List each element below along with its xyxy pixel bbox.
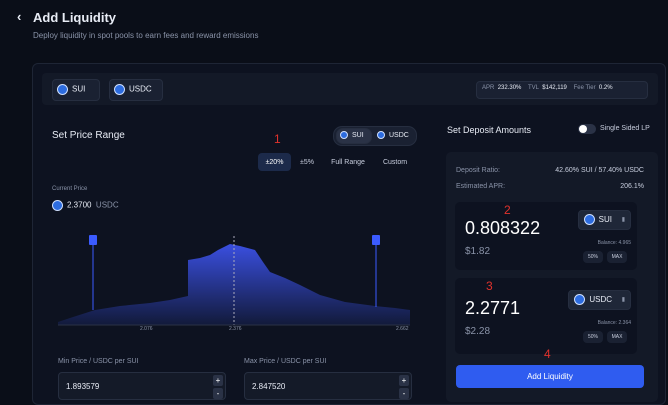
section-title: Set Price Range <box>52 130 125 141</box>
stats-chip <box>476 81 648 99</box>
axis-label: 2.076 <box>140 326 153 332</box>
toggle-label: USDC <box>389 131 409 139</box>
half-button[interactable]: 50% <box>583 331 603 343</box>
amount-card: 2.2771 $2.28 USDC ▮ Balance: 2.364 50% MA… <box>455 278 637 354</box>
add-liquidity-button[interactable]: Add Liquidity <box>456 365 644 388</box>
balance: Balance: 4.965 <box>597 240 631 246</box>
usd-value: $1.82 <box>465 246 491 257</box>
range-button[interactable]: Full Range <box>331 158 365 166</box>
max-button[interactable]: MAX <box>607 331 627 343</box>
toggle-knob <box>579 125 587 133</box>
stat-label: Fee Tier <box>573 85 596 91</box>
max-label: Max Price / USDC per SUI <box>244 358 327 365</box>
stat-value: 232.30% <box>497 85 522 91</box>
range-max-handle[interactable] <box>372 235 380 245</box>
base-label: SUI <box>72 84 86 94</box>
axis-label: 2.662 <box>396 326 409 332</box>
min-label: Min Price / USDC per SUI <box>58 358 139 365</box>
annotation: 3 <box>486 279 493 293</box>
token-chip[interactable]: SUI ▮ <box>577 210 631 230</box>
amount-card: 0.808322 $1.82 SUI ▮ Balance: 4.965 50% M… <box>455 202 637 270</box>
toggle-sui: SUI <box>340 131 364 139</box>
toggle-label: SUI <box>352 131 364 139</box>
increment[interactable]: + <box>213 375 223 386</box>
decrement[interactable]: - <box>399 388 409 399</box>
price-unit: USDC <box>95 200 119 210</box>
current-price: 2.3700 USDC <box>52 200 119 211</box>
min-input[interactable]: 1.893579 + - <box>58 372 226 400</box>
decrement[interactable]: - <box>213 388 223 399</box>
back-icon[interactable]: ‹ <box>17 9 22 24</box>
max-value: 2.847520 <box>252 382 286 391</box>
stat-value: $142,119 <box>542 85 567 91</box>
max-button[interactable]: MAX <box>607 251 627 263</box>
max-input[interactable]: 2.847520 + - <box>244 372 412 400</box>
token-label: USDC <box>589 295 612 304</box>
amount[interactable]: 2.2771 <box>465 298 521 318</box>
half-button[interactable]: 50% <box>583 251 603 263</box>
page-title: Add Liquidity <box>33 10 117 25</box>
apr-label: Estimated APR: <box>456 183 506 190</box>
axis-label: 2.376 <box>229 326 242 332</box>
stat-label: APR <box>482 85 495 91</box>
apr-value: 206.1% <box>620 183 644 190</box>
amount[interactable]: 0.808322 <box>465 218 541 238</box>
range-button[interactable]: ±5% <box>300 158 314 166</box>
min-value: 1.893579 <box>66 382 100 391</box>
subtitle: Deploy liquidity in spot pools to earn f… <box>33 31 259 40</box>
single-label: Single Sided LP <box>600 125 650 132</box>
annotation: 2 <box>504 203 511 217</box>
single-toggle[interactable] <box>578 124 596 134</box>
stats: APR 232.30% TVL $142,119 Fee Tier 0.2% <box>482 85 613 91</box>
increment[interactable]: + <box>399 375 409 386</box>
quote-label: USDC <box>129 84 152 94</box>
range-min-handle[interactable] <box>89 235 97 245</box>
deposit-panel <box>446 152 658 402</box>
quote-token: USDC <box>114 84 152 95</box>
toggle-usdc[interactable]: USDC <box>377 131 409 139</box>
range-button[interactable]: Custom <box>382 158 408 166</box>
token-chip[interactable]: USDC ▮ <box>568 290 631 310</box>
section-title: Set Deposit Amounts <box>447 125 532 135</box>
annotation: 1 <box>274 132 281 146</box>
ratio-value: 42.60% SUI / 57.40% USDC <box>555 167 644 174</box>
token-label: SUI <box>598 215 612 224</box>
annotation: 4 <box>544 347 551 361</box>
range-button[interactable]: ±20% <box>258 153 291 171</box>
stat-value: 0.2% <box>598 85 613 91</box>
base-token: SUI <box>57 84 85 95</box>
current-price-label: Current Price <box>52 186 88 192</box>
ratio-label: Deposit Ratio: <box>456 167 500 174</box>
price: 2.3700 <box>67 200 92 210</box>
balance: Balance: 2.364 <box>597 320 631 326</box>
usd-value: $2.28 <box>465 326 491 337</box>
stat-label: TVL <box>527 85 539 91</box>
